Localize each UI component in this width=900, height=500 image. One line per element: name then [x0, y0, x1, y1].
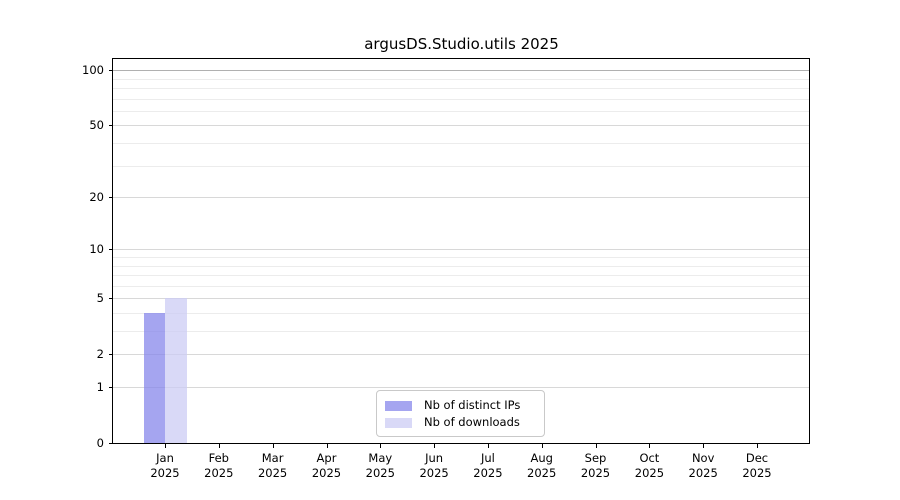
- x-tick-mark: [218, 444, 220, 448]
- y-tick-mark: [109, 249, 113, 251]
- x-tick-label-jul: Jul 2025: [460, 451, 516, 481]
- x-tick-label-oct: Oct 2025: [621, 451, 677, 481]
- legend-label-distinct-ips: Nb of distinct IPs: [424, 398, 521, 412]
- y-tick-label: 0: [96, 436, 104, 450]
- x-tick-mark: [165, 444, 166, 448]
- x-tick-mark: [380, 444, 382, 448]
- x-tick-mark: [487, 444, 489, 448]
- x-tick-label-feb: Feb 2025: [191, 451, 247, 481]
- gridline-minor: [113, 98, 809, 100]
- gridline-minor: [113, 275, 809, 276]
- gridline-major: [113, 125, 809, 127]
- y-tick-mark: [109, 443, 113, 444]
- bar-downloads-jan: [165, 298, 187, 443]
- x-tick-label-nov: Nov 2025: [675, 451, 731, 481]
- x-tick-year-label: 2025: [688, 466, 718, 480]
- x-tick-mark: [757, 444, 758, 448]
- legend-label-downloads: Nb of downloads: [424, 415, 520, 429]
- x-tick-mark: [595, 444, 597, 448]
- gridline-minor: [113, 110, 809, 112]
- x-tick-year-label: 2025: [580, 466, 611, 480]
- gridline-minor: [113, 78, 809, 80]
- x-tick-mark: [703, 444, 705, 448]
- chart-title: argusDS.Studio.utils 2025: [364, 35, 559, 53]
- gridline-minor: [113, 165, 809, 167]
- legend-swatch-distinct-ips: [385, 400, 412, 411]
- y-tick-label: 5: [96, 291, 104, 306]
- gridline-minor: [113, 285, 809, 287]
- x-tick-mark: [434, 444, 436, 448]
- y-tick-label: 50: [89, 118, 104, 133]
- gridline-minor: [113, 265, 809, 267]
- x-tick-year-label: 2025: [150, 466, 180, 480]
- gridline-major: [113, 197, 809, 199]
- y-tick-label: 20: [89, 190, 104, 205]
- legend: Nb of distinct IPs Nb of downloads: [376, 390, 545, 437]
- x-tick-year-label: 2025: [634, 466, 665, 480]
- y-tick-mark: [109, 387, 113, 388]
- x-tick-label-dec: Dec 2025: [729, 451, 785, 481]
- x-tick-label-aug: Aug 2025: [514, 451, 570, 481]
- x-tick-mark: [326, 444, 328, 448]
- x-tick-label-jan: Jan 2025: [137, 451, 193, 481]
- x-tick-label-sep: Sep 2025: [568, 451, 624, 481]
- x-tick-year-label: 2025: [419, 466, 449, 480]
- y-tick-mark: [109, 298, 113, 300]
- x-tick-year-label: 2025: [365, 466, 395, 480]
- gridline-minor: [113, 331, 809, 332]
- plot-area: [112, 58, 810, 444]
- y-tick-label: 2: [96, 347, 104, 362]
- bar-distinct-ips-jan: [143, 313, 165, 443]
- gridline-minor: [113, 88, 809, 89]
- legend-swatch-downloads: [385, 417, 412, 428]
- y-tick-mark: [109, 354, 113, 356]
- legend-item-distinct-ips: Nb of distinct IPs: [385, 398, 536, 413]
- gridline-major: [113, 298, 809, 300]
- y-tick-mark: [109, 197, 113, 199]
- gridline-major: [113, 70, 809, 72]
- x-tick-label-jun: Jun 2025: [406, 451, 462, 481]
- x-tick-year-label: 2025: [473, 466, 503, 480]
- legend-item-downloads: Nb of downloads: [385, 415, 536, 430]
- gridline-minor: [113, 257, 809, 258]
- x-tick-label-may: May 2025: [352, 451, 408, 481]
- gridline-major: [113, 354, 809, 356]
- x-tick-year-label: 2025: [527, 466, 557, 480]
- x-tick-label-apr: Apr 2025: [299, 451, 355, 481]
- y-tick-mark: [109, 70, 113, 72]
- gridline-minor: [113, 313, 809, 314]
- gridline-major: [113, 387, 809, 388]
- x-tick-year-label: 2025: [742, 466, 772, 480]
- x-tick-mark: [541, 444, 543, 448]
- y-tick-label: 100: [82, 63, 104, 78]
- x-tick-year-label: 2025: [204, 466, 234, 480]
- y-tick-label: 10: [89, 242, 104, 257]
- y-tick-mark: [109, 125, 113, 127]
- gridline-minor: [113, 143, 809, 144]
- gridline-major: [113, 249, 809, 251]
- x-tick-label-mar: Mar 2025: [245, 451, 301, 481]
- x-tick-mark: [272, 444, 274, 448]
- x-tick-year-label: 2025: [311, 466, 342, 480]
- x-tick-year-label: 2025: [257, 466, 288, 480]
- x-tick-mark: [649, 444, 651, 448]
- y-tick-label: 1: [96, 380, 104, 394]
